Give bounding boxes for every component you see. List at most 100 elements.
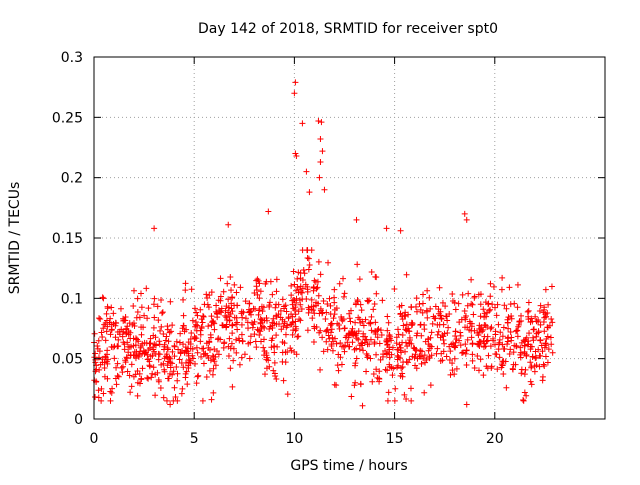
data-point	[388, 337, 395, 344]
data-point	[115, 343, 122, 350]
data-point	[280, 377, 287, 384]
data-point	[150, 332, 157, 339]
data-point	[97, 316, 104, 323]
data-point	[545, 346, 552, 353]
data-point	[275, 301, 282, 308]
data-point	[96, 315, 103, 322]
data-point	[463, 361, 470, 368]
data-point	[273, 288, 280, 295]
data-point	[199, 345, 206, 352]
data-point	[268, 337, 275, 344]
data-point	[289, 313, 296, 320]
data-point	[210, 365, 217, 372]
data-point	[151, 348, 158, 355]
data-point	[254, 291, 261, 298]
data-point	[274, 343, 281, 350]
data-point	[385, 389, 392, 396]
data-point	[162, 337, 169, 344]
data-point	[539, 373, 546, 380]
data-point	[470, 311, 477, 318]
data-point	[346, 315, 353, 322]
data-point	[499, 274, 506, 281]
data-point	[333, 382, 340, 389]
y-axis-label: SRMTID / TECUs	[7, 182, 23, 295]
data-point	[229, 330, 236, 337]
data-point	[376, 368, 383, 375]
data-point	[504, 341, 511, 348]
data-point	[535, 346, 542, 353]
data-point	[393, 340, 400, 347]
data-point	[194, 373, 201, 380]
data-point	[397, 311, 404, 318]
data-point	[177, 330, 184, 337]
data-point	[386, 361, 393, 368]
data-point	[449, 290, 456, 297]
data-point	[323, 309, 330, 316]
data-point	[521, 342, 528, 349]
data-point	[369, 378, 376, 385]
data-point	[165, 358, 172, 365]
data-point	[215, 307, 222, 314]
data-point	[405, 325, 412, 332]
data-point	[393, 334, 400, 341]
data-point	[397, 227, 404, 234]
data-point	[394, 364, 401, 371]
data-point	[308, 306, 315, 313]
data-point	[505, 314, 512, 321]
data-point	[481, 333, 488, 340]
data-point	[108, 343, 115, 350]
data-point	[155, 356, 162, 363]
data-point	[277, 307, 284, 314]
data-point	[500, 345, 507, 352]
data-point	[117, 305, 124, 312]
data-point	[227, 273, 234, 280]
data-point	[193, 309, 200, 316]
data-point	[477, 313, 484, 320]
data-point	[315, 292, 322, 299]
data-point	[182, 280, 189, 287]
data-point	[208, 289, 215, 296]
data-point	[402, 348, 409, 355]
data-point	[487, 293, 494, 300]
data-point	[260, 344, 267, 351]
data-point	[137, 344, 144, 351]
data-point	[469, 357, 476, 364]
data-point	[353, 330, 360, 337]
data-point	[150, 301, 157, 308]
data-point	[510, 349, 517, 356]
data-point	[91, 330, 98, 337]
data-point	[404, 359, 411, 366]
data-point	[545, 301, 552, 308]
data-point	[209, 318, 216, 325]
data-point	[225, 221, 232, 228]
data-point	[407, 385, 414, 392]
data-point	[517, 354, 524, 361]
data-point	[238, 331, 245, 338]
data-point	[449, 367, 456, 374]
data-point	[389, 344, 396, 351]
data-point	[463, 347, 470, 354]
data-point	[197, 331, 204, 338]
data-point	[458, 350, 465, 357]
data-point	[136, 380, 143, 387]
data-point	[266, 299, 273, 306]
data-point	[296, 316, 303, 323]
data-point	[471, 364, 478, 371]
data-point	[192, 335, 199, 342]
data-point	[282, 331, 289, 338]
data-point	[480, 337, 487, 344]
data-point	[406, 328, 413, 335]
data-point	[192, 323, 199, 330]
data-point	[284, 322, 291, 329]
data-point	[134, 367, 141, 374]
data-point	[119, 369, 126, 376]
data-point	[229, 383, 236, 390]
data-point	[245, 340, 252, 347]
data-point	[193, 344, 200, 351]
data-point	[523, 392, 530, 399]
data-point	[465, 290, 472, 297]
data-point	[441, 340, 448, 347]
data-point	[115, 336, 122, 343]
